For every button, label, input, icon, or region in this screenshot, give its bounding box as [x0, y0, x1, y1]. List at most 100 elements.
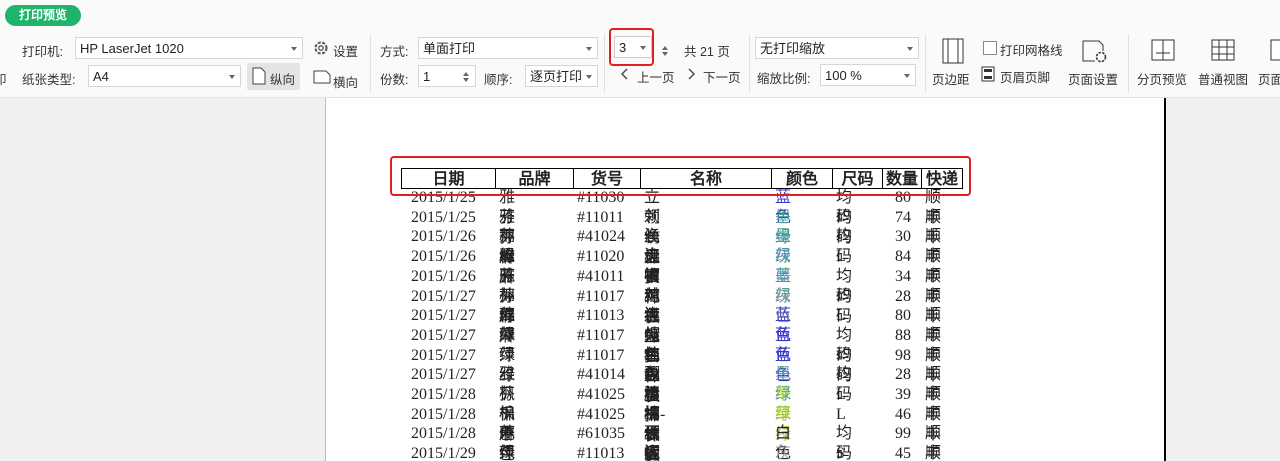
printer-label: 打印机: [22, 45, 63, 59]
header-footer[interactable]: 页眉页脚 [1000, 71, 1051, 85]
table-cell: 枫千色 [499, 386, 516, 443]
header-footer-icon[interactable] [981, 66, 995, 82]
table-cell: 萍绿 [499, 425, 516, 461]
table-cell: 2015/1/27 [411, 307, 476, 325]
table-cell: 顺丰 [925, 425, 942, 461]
header-cell: 尺码 [832, 168, 883, 189]
mode-label: 方式: [380, 45, 409, 59]
table-cell: 连帽对襟外套 [644, 248, 661, 366]
table-cell: 灰色 [775, 445, 792, 461]
portrait-icon[interactable] [252, 67, 266, 85]
prev-arrow[interactable] [621, 68, 629, 80]
table-cell: 雅芬棉麻 [499, 267, 516, 345]
page-break-icon[interactable] [1151, 39, 1175, 61]
table-cell: 雅芬棉麻 [499, 208, 516, 286]
table-cell: 2015/1/29 [411, 445, 476, 461]
header-cell: 日期 [401, 168, 496, 189]
page-setup[interactable]: 页面设置 [1068, 73, 1119, 87]
table-cell: 雅芬棉麻 [499, 189, 516, 266]
table-cell: 萍绿 [499, 287, 516, 325]
scaling-select[interactable]: 无打印缩放 [755, 37, 919, 59]
table-cell: 白色 [775, 425, 792, 461]
table-cell: 纯色盘扣棉衣 [644, 326, 661, 444]
table-cell: 顺丰 [925, 366, 942, 404]
table-cell: 棉绸休闲长裤 [644, 386, 661, 461]
page-spinner[interactable] [660, 40, 674, 60]
table-cell: #41025 [577, 386, 625, 403]
table-cell: #41024 [577, 228, 625, 246]
header-cell: 快递 [921, 168, 963, 189]
table-cell: 2015/1/27 [411, 287, 476, 305]
table-cell: 84 [895, 248, 911, 266]
page-setup-icon[interactable] [1082, 40, 1108, 64]
table-cell: 80 [895, 307, 911, 325]
zoom-label: 缩放比例: [757, 72, 811, 86]
table-cell: 均码 [836, 425, 853, 461]
mode-select[interactable]: 单面打印 [418, 37, 598, 59]
table-cell: 均码 [836, 267, 853, 305]
table-cell: 2015/1/27 [411, 346, 476, 364]
table-cell: 2015/1/28 [411, 386, 476, 403]
table-cell: 草绿 [775, 405, 792, 443]
page-input[interactable]: 3 [614, 36, 652, 58]
table-cell: 均码 [836, 287, 853, 325]
print-gridlines[interactable]: 打印网格线 [1000, 44, 1063, 58]
paper-select[interactable]: A4 [88, 65, 241, 87]
highlight-box [609, 28, 654, 66]
margins-icon[interactable] [942, 38, 964, 64]
table-cell: 墨绿 [775, 267, 792, 305]
table-cell: 顺丰 [925, 228, 942, 266]
table-cell: #11011 [577, 208, 624, 226]
table-cell: 蓝色 [775, 189, 792, 226]
gridlines-checkbox[interactable] [983, 41, 997, 55]
table-cell: 顺丰 [925, 386, 942, 423]
preview-button[interactable]: 打印预览 [5, 5, 81, 26]
page-layout-icon[interactable] [1270, 39, 1280, 61]
page-break-preview[interactable]: 分页预览 [1137, 73, 1188, 87]
normal-view[interactable]: 普通视图 [1198, 73, 1249, 87]
table-cell: 蓝色 [775, 307, 792, 345]
prev-page[interactable]: 上一页 [637, 71, 675, 85]
page-layout[interactable]: 页面 [1258, 73, 1280, 87]
table-cell: 2015/1/25 [411, 189, 476, 206]
landscape-button[interactable]: 横向 [333, 76, 359, 90]
portrait-button[interactable]: 纵向 [270, 73, 296, 87]
table-cell: 灰蓝 [775, 248, 792, 286]
cut-label[interactable]: 印 [0, 73, 7, 87]
landscape-icon[interactable] [313, 70, 331, 84]
table-cell: 萍绿 [499, 445, 516, 461]
table-cell: 连帽棉衣 [644, 445, 661, 461]
next-arrow[interactable] [687, 68, 695, 80]
table-cell: 顺丰 [925, 307, 942, 345]
table-cell: 2015/1/27 [411, 326, 476, 344]
normal-view-icon[interactable] [1211, 39, 1235, 61]
table-cell: 顺丰 [925, 326, 942, 364]
table-cell: 顺丰 [925, 189, 942, 226]
table-cell: 46 [895, 405, 911, 423]
table-cell: 2015/1/26 [411, 228, 476, 246]
settings-icon[interactable] [313, 40, 329, 56]
table-cell: 34 [895, 267, 911, 285]
table-cell: 枫千色 [499, 405, 516, 461]
table-cell: 草绿 [775, 386, 792, 423]
table-cell: 萍绿 [499, 346, 516, 384]
table-cell: 2015/1/28 [411, 405, 476, 423]
copies-input[interactable]: 1 [418, 65, 476, 87]
table-cell: 渔夫裤 [644, 228, 661, 286]
order-label: 顺序: [484, 73, 513, 87]
next-page[interactable]: 下一页 [703, 71, 741, 85]
order-select[interactable]: 逐页打印 [525, 65, 598, 87]
table-cell: 2015/1/25 [411, 208, 476, 226]
table-cell: 窗花裤 [644, 267, 661, 325]
margins-button[interactable]: 页边距 [932, 73, 970, 87]
separator [1128, 34, 1129, 92]
table-cell: #11030 [577, 189, 625, 206]
table-cell: #11017 [577, 346, 625, 364]
table-cell: #11013 [577, 307, 625, 325]
table-cell: 墨绿 [775, 208, 792, 246]
zoom-select[interactable]: 100 % [820, 64, 916, 86]
table-cell: 80 [895, 189, 911, 206]
settings-button[interactable]: 设置 [333, 45, 359, 59]
printer-select[interactable]: HP LaserJet 1020 [75, 37, 303, 59]
